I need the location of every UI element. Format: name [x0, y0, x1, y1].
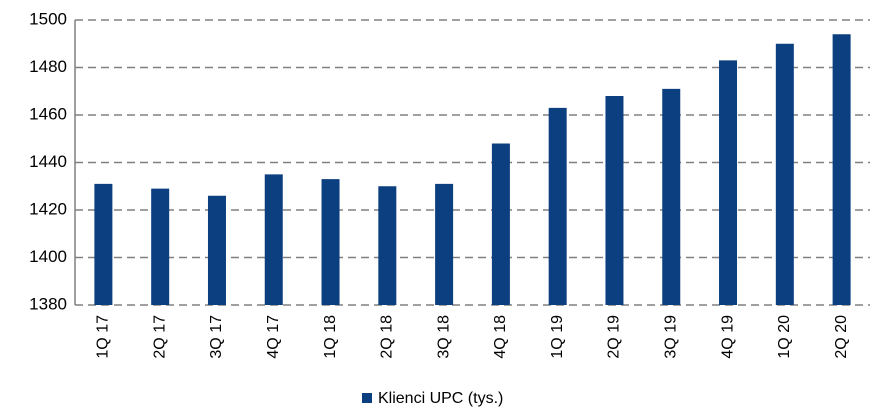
- x-tick-label: 2Q 18: [379, 315, 396, 359]
- x-tick-label: 1Q 17: [95, 315, 112, 359]
- bar: [94, 183, 113, 305]
- y-tick-label: 1480: [29, 57, 67, 76]
- x-tick-label: 3Q 18: [435, 315, 452, 359]
- bar: [151, 188, 170, 305]
- bar: [548, 107, 567, 305]
- bar: [435, 183, 454, 305]
- y-tick-label: 1380: [29, 294, 67, 313]
- x-tick-label: 4Q 19: [719, 315, 736, 359]
- x-tick-label: 4Q 18: [492, 315, 509, 359]
- bar: [378, 186, 397, 305]
- bar: [491, 143, 510, 305]
- bar: [662, 88, 681, 305]
- bar: [207, 195, 226, 305]
- y-tick-label: 1420: [29, 199, 67, 218]
- x-tick-label: 2Q 19: [606, 315, 623, 359]
- x-tick-label: 4Q 17: [265, 315, 282, 359]
- bar: [321, 179, 340, 305]
- bar: [775, 43, 794, 305]
- legend-marker: [362, 393, 372, 403]
- x-tick-label: 3Q 17: [208, 315, 225, 359]
- x-tick-label: 1Q 20: [776, 315, 793, 359]
- y-tick-label: 1460: [29, 104, 67, 123]
- x-tick-label: 2Q 17: [151, 315, 168, 359]
- x-tick-label: 3Q 19: [662, 315, 679, 359]
- bar: [719, 60, 738, 305]
- bar: [605, 96, 624, 305]
- legend-label: Klienci UPC (tys.): [378, 390, 503, 407]
- x-tick-label: 1Q 18: [322, 315, 339, 359]
- x-tick-label: 1Q 19: [549, 315, 566, 359]
- y-tick-label: 1400: [29, 247, 67, 266]
- y-tick-label: 1500: [29, 9, 67, 28]
- y-tick-label: 1440: [29, 152, 67, 171]
- x-tick-label: 2Q 20: [833, 315, 850, 359]
- bar: [832, 34, 851, 305]
- bar: [264, 174, 283, 305]
